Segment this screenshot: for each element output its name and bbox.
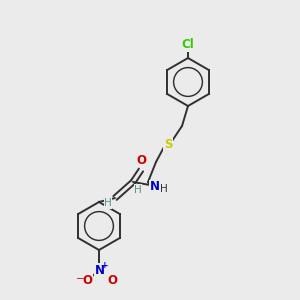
Text: H: H xyxy=(160,184,168,194)
Text: O: O xyxy=(107,274,117,286)
Text: S: S xyxy=(164,137,172,151)
Text: H: H xyxy=(134,185,142,195)
Text: N: N xyxy=(95,263,105,277)
Text: +: + xyxy=(101,262,109,271)
Text: O: O xyxy=(82,274,92,286)
Text: Cl: Cl xyxy=(182,38,194,52)
Text: −: − xyxy=(76,274,84,284)
Text: O: O xyxy=(136,154,146,166)
Text: N: N xyxy=(150,181,160,194)
Text: H: H xyxy=(104,198,112,208)
